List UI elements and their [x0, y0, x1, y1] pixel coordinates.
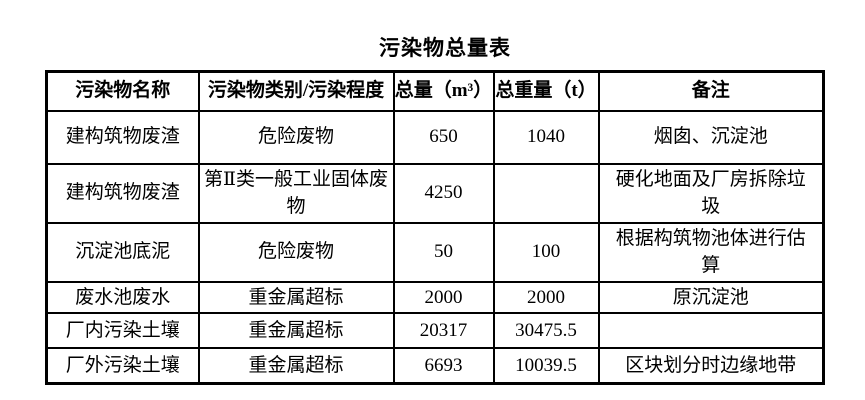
- cell-weight: 2000: [492, 280, 600, 315]
- cell-weight: [492, 162, 600, 224]
- cell-volume: 650: [392, 109, 495, 165]
- cell-volume: 4250: [392, 162, 495, 224]
- cell-pollutant-name: 建构筑物废渣: [45, 162, 200, 224]
- cell-category: 危险废物: [197, 109, 395, 165]
- cell-category: 危险废物: [197, 221, 395, 283]
- header-pollutant-name: 污染物名称: [45, 70, 200, 112]
- cell-remark: [597, 312, 825, 350]
- cell-remark: 硬化地面及厂房拆除垃圾: [597, 162, 825, 224]
- cell-category: 重金属超标: [197, 312, 395, 350]
- pollutant-summary-table: 污染物名称 污染物类别/污染程度 总量（m³） 总重量（t） 备注 建构筑物废渣…: [45, 70, 825, 385]
- cell-weight: 1040: [492, 109, 600, 165]
- cell-pollutant-name: 建构筑物废渣: [45, 109, 200, 165]
- table-row: 厂外污染土壤 重金属超标 6693 10039.5 区块划分时边缘地带: [45, 347, 825, 385]
- cell-volume: 6693: [392, 347, 495, 385]
- cell-weight: 10039.5: [492, 347, 600, 385]
- cell-category: 第Ⅱ类一般工业固体废物: [197, 162, 395, 224]
- cell-weight: 100: [492, 221, 600, 283]
- cell-volume: 2000: [392, 280, 495, 315]
- header-remarks: 备注: [597, 70, 825, 112]
- page-title: 污染物总量表: [379, 36, 511, 60]
- cell-category: 重金属超标: [197, 280, 395, 315]
- cell-volume: 20317: [392, 312, 495, 350]
- cell-volume: 50: [392, 221, 495, 283]
- cell-pollutant-name: 厂外污染土壤: [45, 347, 200, 385]
- cell-category: 重金属超标: [197, 347, 395, 385]
- header-total-weight: 总重量（t）: [492, 70, 600, 112]
- cell-pollutant-name: 沉淀池底泥: [45, 221, 200, 283]
- cell-pollutant-name: 厂内污染土壤: [45, 312, 200, 350]
- table-row: 沉淀池底泥 危险废物 50 100 根据构筑物池体进行估算: [45, 221, 825, 283]
- cell-pollutant-name: 废水池废水: [45, 280, 200, 315]
- table-row: 废水池废水 重金属超标 2000 2000 原沉淀池: [45, 280, 825, 315]
- header-total-volume: 总量（m³）: [392, 70, 495, 112]
- table-row: 建构筑物废渣 危险废物 650 1040 烟囱、沉淀池: [45, 109, 825, 165]
- cell-remark: 根据构筑物池体进行估算: [597, 221, 825, 283]
- cell-remark: 区块划分时边缘地带: [597, 347, 825, 385]
- cell-weight: 30475.5: [492, 312, 600, 350]
- header-pollutant-category: 污染物类别/污染程度: [197, 70, 395, 112]
- cell-remark: 烟囱、沉淀池: [597, 109, 825, 165]
- cell-remark: 原沉淀池: [597, 280, 825, 315]
- table-header-row: 污染物名称 污染物类别/污染程度 总量（m³） 总重量（t） 备注: [45, 70, 825, 112]
- table-row: 厂内污染土壤 重金属超标 20317 30475.5: [45, 312, 825, 350]
- table-row: 建构筑物废渣 第Ⅱ类一般工业固体废物 4250 硬化地面及厂房拆除垃圾: [45, 162, 825, 224]
